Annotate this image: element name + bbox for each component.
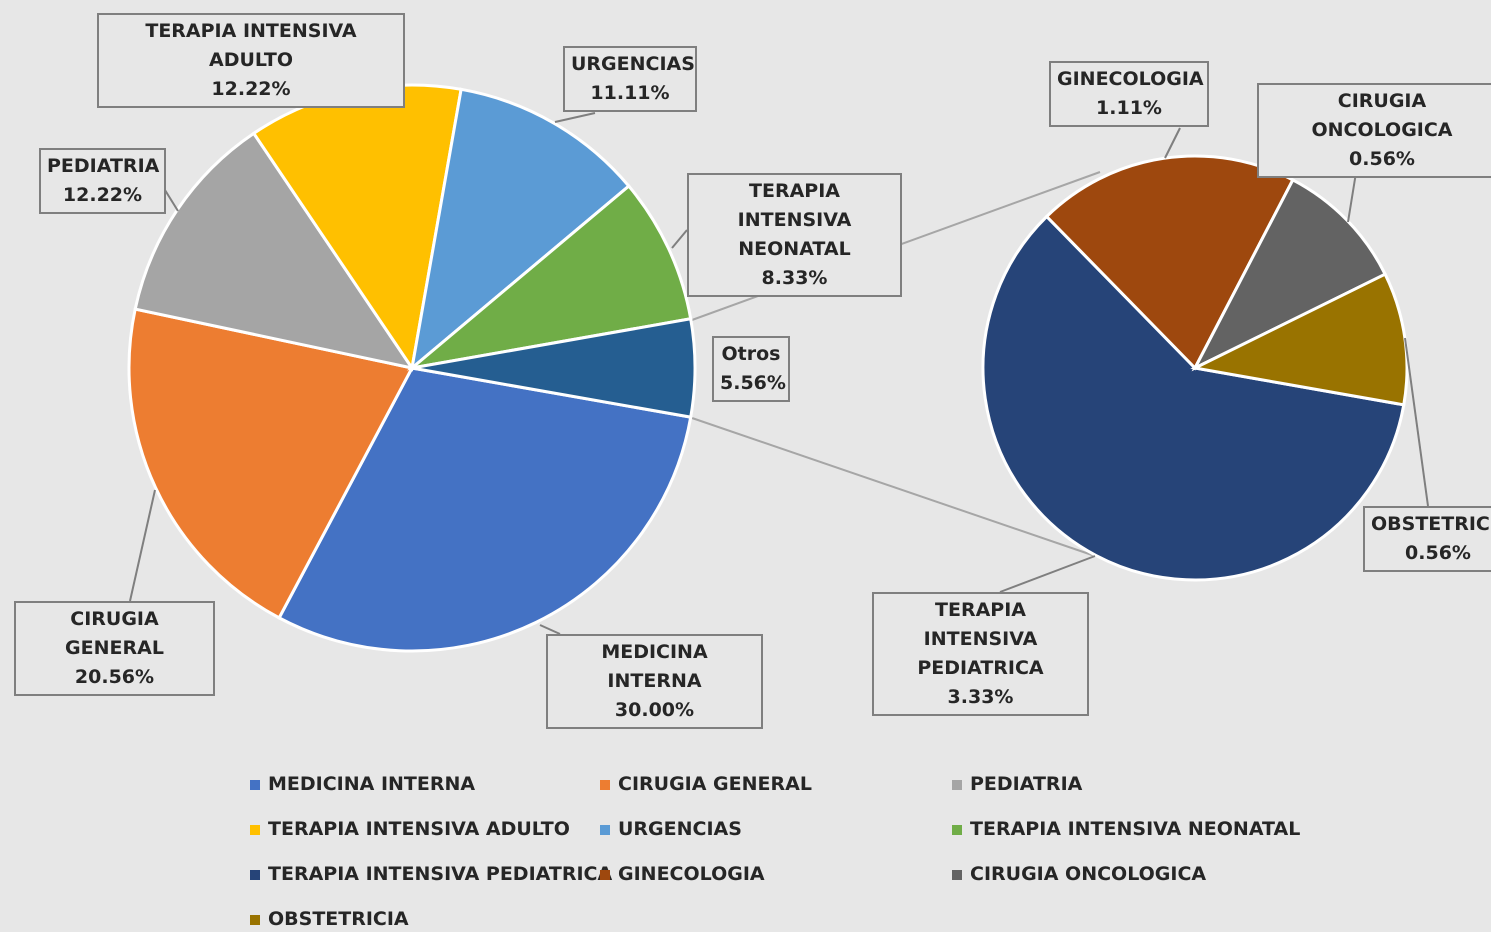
data-label: OBSTETRICIA 0.56% <box>1363 506 1491 572</box>
legend-label: CIRUGIA GENERAL <box>618 773 812 795</box>
legend-item: GINECOLOGIA <box>600 863 765 885</box>
data-label: GINECOLOGIA 1.11% <box>1049 61 1209 127</box>
slices <box>127 83 1409 653</box>
data-label-value: 1.11% <box>1096 97 1162 119</box>
leader-line <box>999 555 1096 593</box>
pie-slice <box>411 317 697 419</box>
leader-line <box>539 624 561 635</box>
pie-slice <box>409 87 631 372</box>
legend-item: PEDIATRIA <box>952 773 1082 795</box>
legend-swatch <box>600 869 610 880</box>
legend-label: GINECOLOGIA <box>618 863 765 885</box>
data-label: URGENCIAS 11.11% <box>563 46 697 112</box>
leader-line <box>129 489 156 602</box>
leader-line <box>671 229 688 249</box>
data-label-value: 12.22% <box>211 78 291 100</box>
legend-label: TERAPIA INTENSIVA ADULTO <box>268 818 570 840</box>
legend-swatch <box>250 824 260 835</box>
pie-slice <box>406 183 693 371</box>
data-label-value: 8.33% <box>761 267 828 289</box>
pie-slice <box>277 366 693 653</box>
legend-item: TERAPIA INTENSIVA NEONATAL <box>952 818 1300 840</box>
data-label-name: URGENCIAS <box>571 53 695 75</box>
data-label: CIRUGIA ONCOLOGICA 0.56% <box>1257 83 1491 178</box>
data-label-value: 3.33% <box>947 686 1014 708</box>
data-label-name: MEDICINA INTERNA <box>601 641 708 692</box>
data-label-name: TERAPIA INTENSIVA NEONATAL <box>737 180 852 260</box>
legend-item: CIRUGIA ONCOLOGICA <box>952 863 1206 885</box>
leader-line <box>1404 337 1429 507</box>
data-label-name: OBSTETRICIA <box>1371 513 1491 535</box>
pie-slice <box>127 307 415 620</box>
legend-swatch <box>250 914 260 925</box>
legend-label: TERAPIA INTENSIVA NEONATAL <box>970 818 1301 840</box>
pie-slice <box>1191 177 1388 372</box>
data-label: PEDIATRIA 12.22% <box>39 148 166 214</box>
data-label-name: CIRUGIA GENERAL <box>65 608 164 659</box>
data-label-name: Otros <box>721 343 781 365</box>
data-label-name: GINECOLOGIA <box>1057 68 1204 90</box>
legend-item: TERAPIA INTENSIVA ADULTO <box>250 818 570 840</box>
data-label-name: PEDIATRIA <box>47 155 160 177</box>
data-label-value: 20.56% <box>74 666 155 688</box>
data-label: TERAPIA INTENSIVA ADULTO 12.22% <box>97 13 405 108</box>
legend-swatch <box>952 869 962 880</box>
data-label-value: 5.56% <box>720 372 786 394</box>
legend-label: MEDICINA INTERNA <box>268 773 476 795</box>
pie-slice <box>981 214 1406 582</box>
legend-swatch <box>600 824 610 835</box>
data-label: TERAPIA INTENSIVA NEONATAL 8.33% <box>687 173 902 297</box>
data-label-value: 0.56% <box>1349 148 1415 170</box>
data-label: MEDICINA INTERNA 30.00% <box>546 634 763 729</box>
data-label-name: TERAPIA INTENSIVA ADULTO <box>145 20 357 71</box>
legend-swatch <box>250 869 260 880</box>
data-label-value: 0.56% <box>1405 542 1471 564</box>
legend-item: URGENCIAS <box>600 818 742 840</box>
legend-label: OBSTETRICIA <box>268 908 409 930</box>
legend-item: OBSTETRICIA <box>250 908 409 930</box>
legend-swatch <box>250 779 260 790</box>
legend-swatch <box>600 779 610 790</box>
legend-item: MEDICINA INTERNA <box>250 773 475 795</box>
leader-line <box>1164 127 1181 159</box>
data-label: Otros 5.56% <box>712 336 790 402</box>
leader-line <box>554 112 596 123</box>
data-label-value: 30.00% <box>614 699 695 721</box>
data-label: TERAPIA INTENSIVA PEDIATRICA 3.33% <box>872 592 1089 716</box>
legend-swatch <box>952 779 962 790</box>
legend-label: TERAPIA INTENSIVA PEDIATRICA <box>268 863 613 885</box>
data-label-name: CIRUGIA ONCOLOGICA <box>1311 90 1453 141</box>
legend-label: PEDIATRIA <box>970 773 1083 795</box>
data-label-value: 11.11% <box>590 82 670 104</box>
legend-label: CIRUGIA ONCOLOGICA <box>970 863 1207 885</box>
connector-line <box>691 417 1096 557</box>
legend-item: TERAPIA INTENSIVA PEDIATRICA <box>250 863 612 885</box>
legend-swatch <box>952 824 962 835</box>
legend-label: URGENCIAS <box>618 818 742 840</box>
data-label: CIRUGIA GENERAL 20.56% <box>14 601 215 696</box>
legend-item: CIRUGIA GENERAL <box>600 773 812 795</box>
data-label-value: 12.22% <box>62 184 143 206</box>
data-label-name: TERAPIA INTENSIVA PEDIATRICA <box>917 599 1044 679</box>
